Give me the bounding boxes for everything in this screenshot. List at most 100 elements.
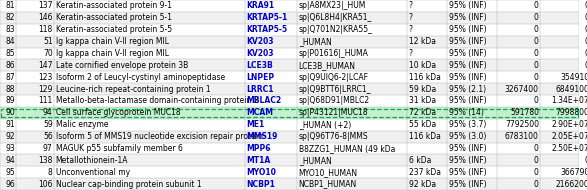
Text: 0: 0	[534, 73, 539, 82]
Text: 2.90E+07: 2.90E+07	[551, 120, 587, 129]
Text: KRTAP5-5: KRTAP5-5	[247, 25, 288, 34]
Text: 2.05E+07: 2.05E+07	[551, 132, 587, 141]
Text: 95% (3.0): 95% (3.0)	[449, 132, 487, 141]
Text: 0: 0	[584, 156, 587, 165]
Text: _HUMAN: _HUMAN	[299, 156, 332, 165]
Text: 31 kDa: 31 kDa	[409, 97, 436, 105]
Text: 59: 59	[43, 120, 53, 129]
Text: 146: 146	[38, 13, 53, 22]
Text: _HUMAN (+2): _HUMAN (+2)	[299, 120, 351, 129]
Text: 0: 0	[584, 2, 587, 10]
Text: sp|Q701N2|KRA55_: sp|Q701N2|KRA55_	[299, 25, 373, 34]
Text: LCE3B_HUMAN: LCE3B_HUMAN	[299, 61, 356, 70]
Text: 55 kDa: 55 kDa	[409, 120, 436, 129]
Bar	[0, 24, 579, 36]
Text: 83: 83	[5, 25, 15, 34]
Text: 96: 96	[5, 180, 15, 188]
Text: KV203: KV203	[247, 49, 274, 58]
Text: Keratin-associated protein 5-1: Keratin-associated protein 5-1	[56, 13, 171, 22]
Text: 6849100: 6849100	[555, 85, 587, 93]
Text: sp|A8MX23|_HUM: sp|A8MX23|_HUM	[299, 2, 366, 10]
Text: 95% (INF): 95% (INF)	[449, 37, 487, 46]
Text: Cell surface glycoprotein MUC18: Cell surface glycoprotein MUC18	[56, 108, 180, 117]
Text: 70: 70	[43, 49, 53, 58]
Text: sp|Q6L8H4|KRA51_: sp|Q6L8H4|KRA51_	[299, 13, 372, 22]
Text: Nuclear cap-binding protein subunit 1: Nuclear cap-binding protein subunit 1	[56, 180, 201, 188]
Text: 366790: 366790	[560, 168, 587, 177]
Text: 7792500: 7792500	[505, 120, 539, 129]
Text: LCE3B: LCE3B	[247, 61, 274, 70]
Text: 0: 0	[534, 37, 539, 46]
Bar	[0, 119, 579, 131]
Text: 94: 94	[5, 156, 15, 165]
Bar	[0, 154, 579, 166]
Text: 94: 94	[43, 108, 53, 117]
Text: 0: 0	[534, 180, 539, 188]
Text: 0: 0	[534, 97, 539, 105]
Text: 95% (INF): 95% (INF)	[449, 25, 487, 34]
Text: Keratin-associated protein 5-5: Keratin-associated protein 5-5	[56, 25, 171, 34]
Text: 12 kDa: 12 kDa	[409, 37, 436, 46]
Text: 591780: 591780	[510, 108, 539, 117]
Text: 0: 0	[534, 25, 539, 34]
Text: MYO10_HUMAN: MYO10_HUMAN	[299, 168, 358, 177]
Bar	[0, 36, 579, 48]
Bar	[0, 95, 579, 107]
Text: 95% (INF): 95% (INF)	[449, 144, 487, 153]
Bar	[0, 0, 579, 12]
Text: Metallothionein-1A: Metallothionein-1A	[56, 156, 128, 165]
Text: 92 kDa: 92 kDa	[409, 180, 436, 188]
Text: MPP6: MPP6	[247, 144, 271, 153]
Bar	[0, 178, 579, 190]
Text: MCAM: MCAM	[247, 108, 274, 117]
Text: _HUMAN: _HUMAN	[299, 37, 332, 46]
Text: 354910: 354910	[560, 73, 587, 82]
Text: ?: ?	[409, 49, 413, 58]
Text: ?: ?	[409, 13, 413, 22]
Text: Isoform 2 of Leucyl-cystinyl aminopeptidase: Isoform 2 of Leucyl-cystinyl aminopeptid…	[56, 73, 225, 82]
Text: Metallo-beta-lactamase domain-containing protein 2: Metallo-beta-lactamase domain-containing…	[56, 97, 258, 105]
Text: 237 kDa: 237 kDa	[409, 168, 441, 177]
Text: 129: 129	[38, 85, 53, 93]
Text: 0: 0	[534, 156, 539, 165]
Text: MT1A: MT1A	[247, 156, 271, 165]
Text: 51: 51	[43, 37, 53, 46]
Bar	[0, 166, 579, 178]
Text: 2166200: 2166200	[555, 180, 587, 188]
Bar	[0, 142, 579, 154]
Bar	[0, 71, 579, 83]
Text: 95% (INF): 95% (INF)	[449, 156, 487, 165]
Bar	[0, 131, 579, 142]
Text: 0: 0	[534, 168, 539, 177]
Text: MAGUK p55 subfamily member 6: MAGUK p55 subfamily member 6	[56, 144, 183, 153]
Text: Isoform 5 of MMS19 nucleotide excision repair protein: Isoform 5 of MMS19 nucleotide excision r…	[56, 132, 262, 141]
Bar	[0, 59, 579, 71]
Text: 82: 82	[5, 13, 15, 22]
Text: Ig kappa chain V-II region MIL: Ig kappa chain V-II region MIL	[56, 49, 168, 58]
Text: 106: 106	[38, 180, 53, 188]
Text: sp|P01616|_HUMA: sp|P01616|_HUMA	[299, 49, 369, 58]
Text: 95% (INF): 95% (INF)	[449, 2, 487, 10]
Bar	[0, 107, 579, 119]
Text: 0: 0	[534, 2, 539, 10]
Text: 123: 123	[38, 73, 53, 82]
Text: 95% (INF): 95% (INF)	[449, 49, 487, 58]
Text: Unconventional my: Unconventional my	[56, 168, 130, 177]
Text: 92: 92	[5, 132, 15, 141]
Bar	[0, 48, 579, 59]
Text: 95% (3.7): 95% (3.7)	[449, 120, 487, 129]
Text: LNPEP: LNPEP	[247, 73, 275, 82]
Text: 118: 118	[38, 25, 53, 34]
Text: sp|Q68D91|MBLC2: sp|Q68D91|MBLC2	[299, 97, 370, 105]
Text: 95% (INF): 95% (INF)	[449, 168, 487, 177]
Text: 95% (INF): 95% (INF)	[449, 13, 487, 22]
Bar	[0, 83, 579, 95]
Text: sp|Q9UIQ6-2|LCAF: sp|Q9UIQ6-2|LCAF	[299, 73, 369, 82]
Text: 93: 93	[5, 144, 15, 153]
Text: 86: 86	[5, 61, 15, 70]
Text: Keratin-associated protein 9-1: Keratin-associated protein 9-1	[56, 2, 171, 10]
Text: 6783100: 6783100	[505, 132, 539, 141]
Text: 95% (INF): 95% (INF)	[449, 61, 487, 70]
Text: 0: 0	[534, 61, 539, 70]
Text: ME1: ME1	[247, 120, 265, 129]
